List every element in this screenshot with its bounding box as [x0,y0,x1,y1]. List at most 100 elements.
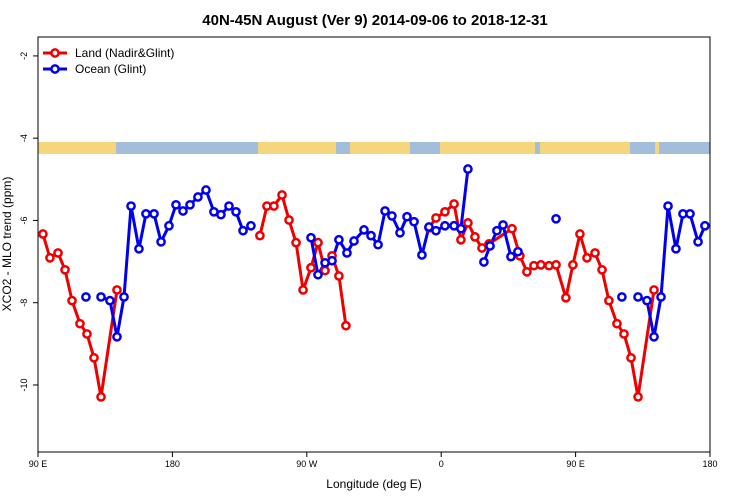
plot-frame [37,36,711,453]
data-point [479,257,489,267]
data-point [671,243,681,254]
data-point [105,295,115,306]
data-point [649,331,659,342]
data-point [568,260,578,270]
data-point [82,329,92,339]
land-strip [258,142,336,154]
data-point [112,331,122,342]
data-point [551,213,561,224]
y-tick-label: -6 [19,216,29,224]
data-point [424,222,434,232]
legend-marker [50,48,60,58]
data-point [224,201,234,211]
data-point [334,271,344,281]
data-point [470,232,480,242]
data-point [373,239,383,250]
data-point [649,285,659,295]
data-point [522,267,532,277]
data-point [402,211,412,222]
data-point [89,352,99,363]
land-strip [38,142,116,154]
data-point [366,230,376,241]
data-point [582,253,592,263]
data-point [193,192,203,202]
data-point [431,225,441,236]
data-point [633,292,643,302]
data-point [617,292,627,302]
data-point [387,211,397,221]
data-point [395,227,405,238]
legend-marker [50,64,60,74]
y-tick-label: -2 [19,52,29,60]
y-axis-label: XCO2 - MLO trend (ppm) [0,177,14,312]
data-point [96,392,106,402]
data-point [313,269,323,280]
data-point [417,250,427,260]
data-point [269,201,279,211]
data-point [349,236,359,246]
data-point [141,209,151,219]
data-point [463,218,473,228]
data-point [156,236,166,247]
data-point [626,352,636,363]
data-point [456,234,466,245]
data-point [477,243,487,253]
data-point [277,190,287,200]
data-point [359,225,369,235]
data-point [291,237,301,248]
land-mask-strip [38,142,710,154]
data-point [449,199,459,209]
data-point [201,185,211,195]
data-point [75,318,85,329]
data-point [612,318,622,329]
data-point [149,209,159,219]
data-point [604,295,614,306]
data-point [656,292,666,302]
data-point [409,216,419,227]
y-tick-label: -4 [19,134,29,142]
data-point [536,260,546,270]
y-tick-label: -10 [19,378,29,391]
data-point [341,320,351,331]
land-strip [440,142,535,154]
data-point [313,237,323,248]
land-strip [655,142,659,154]
x-tick-label: 0 [439,459,444,469]
data-point [96,292,106,302]
data-point [185,199,195,210]
data-point [685,209,695,219]
legend-label: Ocean (Glint) [75,62,146,76]
data-point [231,206,241,217]
x-axis-label: Longitude (deg E) [326,477,421,491]
data-point [126,201,136,211]
data-point [507,223,517,234]
data-point [463,164,473,174]
data-point [693,236,703,247]
data-point [492,225,502,236]
x-tick-label: 90 E [29,459,48,469]
data-point [298,285,308,295]
data-point [45,253,55,263]
data-point [284,215,294,225]
data-point [506,251,516,262]
x-tick-label: 180 [165,459,180,469]
data-point [456,223,466,234]
data-point [255,230,265,241]
data-point [485,241,495,251]
x-tick-label: 90 W [296,459,318,469]
data-point [178,206,188,216]
data-point [498,220,508,230]
data-point [380,206,390,216]
data-point [551,260,561,270]
land-strip [540,142,630,154]
data-point [327,255,337,266]
data-point [67,295,77,306]
data-point [119,292,129,302]
data-point [112,285,122,295]
data-point [513,246,523,257]
y-tick-label: -8 [19,299,29,307]
land-strip [350,142,410,154]
chart-title: 40N-45N August (Ver 9) 2014-09-06 to 201… [202,12,547,29]
data-point [663,201,673,211]
